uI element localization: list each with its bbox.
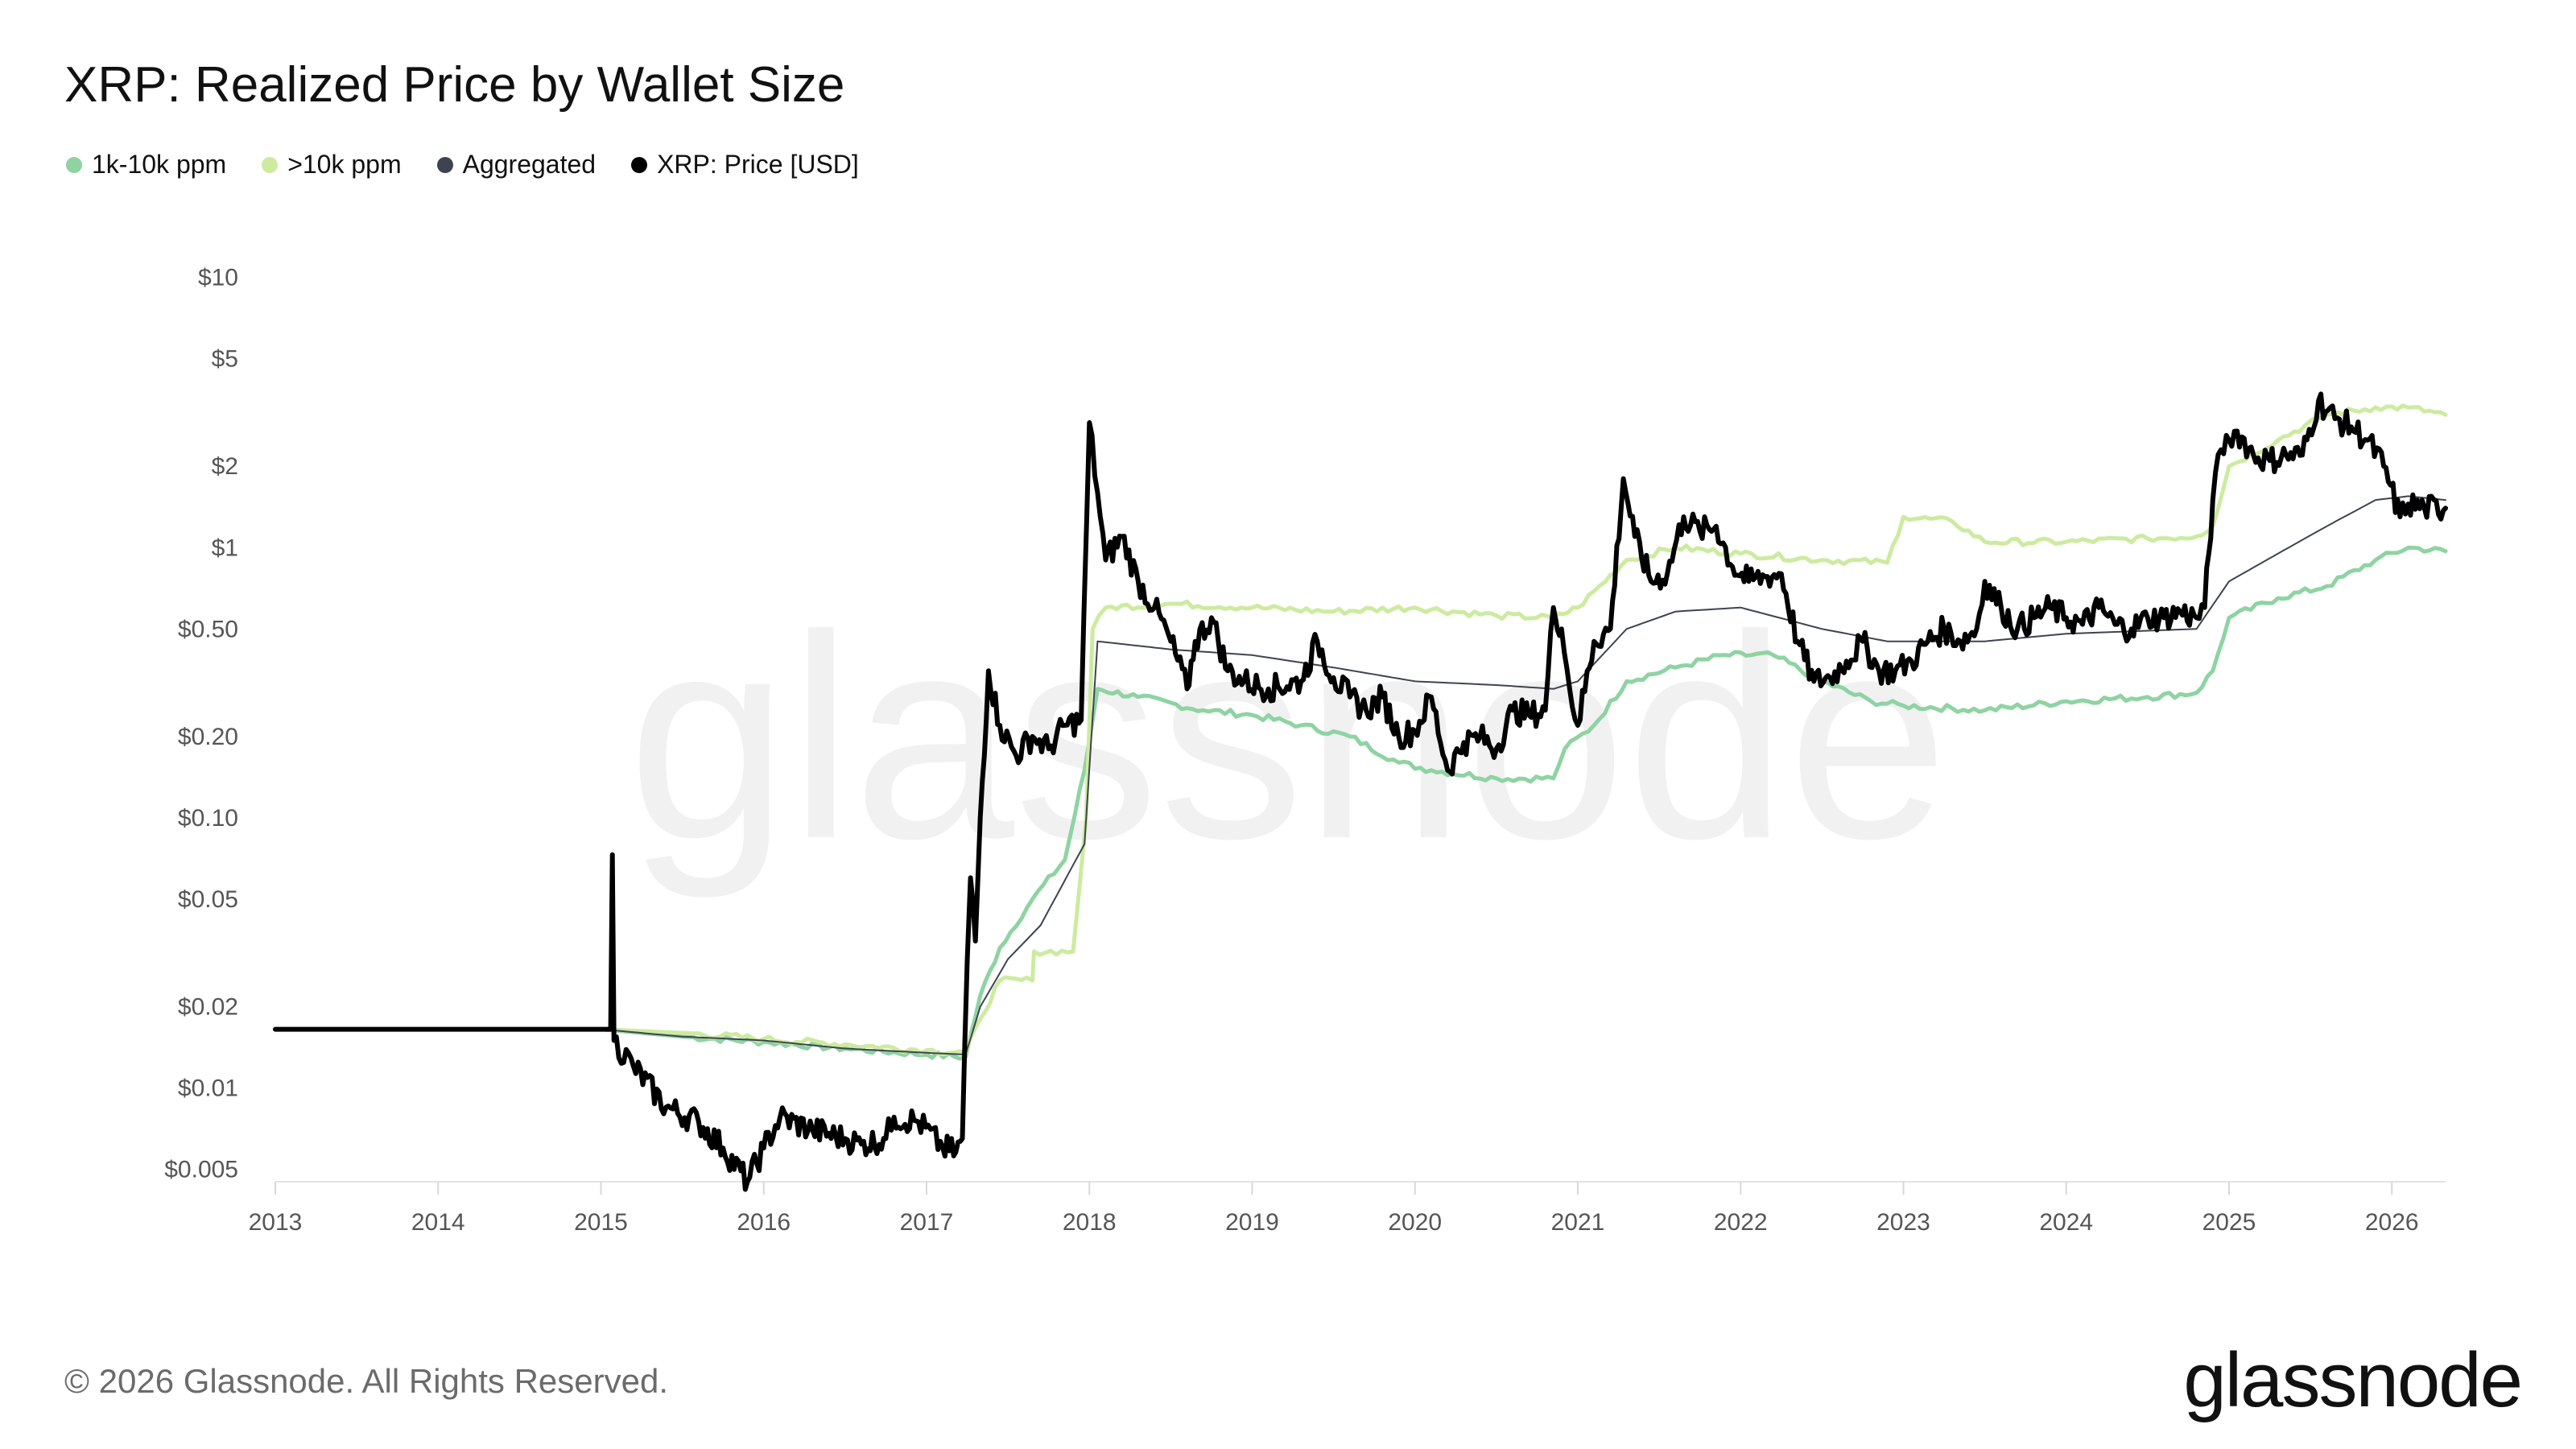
legend-label: XRP: Price [USD] (657, 150, 859, 179)
series-line-xrp-price-usd- (273, 391, 2448, 1192)
legend-dot-icon (436, 156, 453, 173)
x-tick-label: 2026 (2365, 1209, 2419, 1236)
legend-item-10k-plus[interactable]: >10k ppm (262, 150, 402, 180)
y-tick-label: $5 (212, 346, 238, 373)
y-tick-label: $10 (198, 265, 238, 291)
x-tick-label: 2024 (2039, 1209, 2093, 1236)
copyright-text: © 2026 Glassnode. All Rights Reserved. (64, 1362, 669, 1400)
x-tick-label: 2014 (411, 1209, 465, 1236)
x-tick-label: 2025 (2202, 1209, 2256, 1236)
x-tick-label: 2015 (574, 1209, 628, 1236)
y-tick-label: $0.10 (178, 805, 238, 832)
x-tick-label: 2019 (1225, 1209, 1279, 1236)
x-tick-label: 2017 (900, 1209, 954, 1236)
x-tick-label: 2020 (1388, 1209, 1442, 1236)
x-tick-label: 2018 (1063, 1209, 1117, 1236)
legend: 1k-10k ppm >10k ppm Aggregated XRP: Pric… (66, 150, 859, 180)
series-line-aggregated (275, 495, 2446, 1055)
brand-logo: glassnode (2183, 1337, 2523, 1423)
y-tick-label: $0.01 (178, 1075, 238, 1102)
series-layer (273, 391, 2448, 1192)
legend-dot-icon (631, 156, 648, 173)
legend-item-1k-10k[interactable]: 1k-10k ppm (66, 150, 226, 180)
x-tick-label: 2021 (1551, 1209, 1605, 1236)
y-tick-label: $0.005 (164, 1157, 238, 1183)
legend-dot-icon (262, 156, 279, 173)
x-tick-label: 2013 (249, 1209, 303, 1236)
y-axis: $0.005 $0.01 $0.02 $0.05 $0.10 $0.20 $0.50 $1 $2… (164, 265, 238, 1183)
y-tick-label: $0.02 (178, 994, 238, 1021)
x-tick-label: 2016 (737, 1209, 791, 1236)
y-tick-label: $0.50 (178, 616, 238, 642)
chart-title: XRP: Realized Price by Wallet Size (64, 57, 845, 113)
x-tick-label: 2023 (1876, 1209, 1930, 1236)
y-tick-label: $1 (212, 535, 238, 561)
legend-item-price[interactable]: XRP: Price [USD] (631, 150, 859, 180)
x-axis: 2013 2014 2015 2016 2017 2018 2019 2020 2021 2022… (249, 1181, 2446, 1236)
legend-item-aggregated[interactable]: Aggregated (436, 150, 597, 180)
y-tick-label: $0.05 (178, 886, 238, 913)
series-line--10k-ppm (273, 403, 2448, 1056)
legend-label: >10k ppm (287, 150, 402, 179)
legend-label: Aggregated (462, 150, 597, 179)
watermark: glassnode (627, 576, 1948, 901)
legend-dot-icon (66, 156, 82, 173)
x-tick-label: 2022 (1714, 1209, 1768, 1236)
y-tick-label: $2 (212, 453, 238, 480)
y-tick-label: $0.20 (178, 724, 238, 750)
legend-label: 1k-10k ppm (92, 150, 227, 179)
